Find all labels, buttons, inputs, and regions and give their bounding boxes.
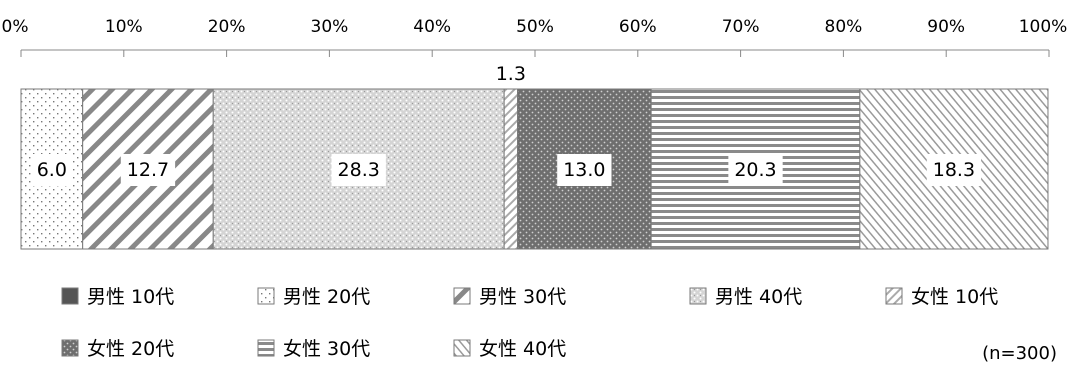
x-tick-label: 30% xyxy=(311,17,349,37)
sample-size-note: (n=300) xyxy=(982,343,1057,364)
x-tick-label: 10% xyxy=(105,17,143,37)
legend-label: 女性 30代 xyxy=(283,338,370,360)
legend-label: 男性 10代 xyxy=(87,286,174,308)
bar-segment-女性-10代 xyxy=(503,88,519,250)
x-tick-label: 70% xyxy=(722,17,760,37)
data-label-box xyxy=(728,154,783,186)
legend-item-女性-20代: 女性 20代 xyxy=(61,338,174,360)
legend-swatch xyxy=(689,287,707,305)
x-axis: 0% 10% 20% 30% 40% 50% 60% 70% 80% 90% 100% xyxy=(2,17,1068,57)
legend-swatch xyxy=(257,339,275,357)
x-tick-label: 100% xyxy=(1019,17,1068,37)
data-label-男性-20代: 6.0 xyxy=(37,159,67,181)
legend-item-男性-20代: 男性 20代 xyxy=(257,286,370,308)
data-label-女性-30代: 20.3 xyxy=(734,159,776,181)
legend-swatch xyxy=(885,287,903,305)
x-tick-label: 60% xyxy=(619,17,657,37)
legend-label: 女性 10代 xyxy=(911,286,998,308)
legend-label: 女性 20代 xyxy=(87,338,174,360)
data-label-box xyxy=(331,154,386,186)
legend-item-男性-10代: 男性 10代 xyxy=(61,286,174,308)
legend-swatch xyxy=(453,287,471,305)
legend-swatch xyxy=(61,287,79,305)
data-labels: 6.0 12.7 28.3 1.3 13.0 20.3 18.3 xyxy=(30,63,982,186)
legend-item-女性-40代: 女性 40代 xyxy=(453,338,566,360)
data-label-box xyxy=(30,154,73,186)
data-label-男性-30代: 12.7 xyxy=(127,159,169,181)
x-tick-label: 80% xyxy=(825,17,863,37)
legend-item-男性-40代: 男性 40代 xyxy=(689,286,802,308)
x-tick-label: 0% xyxy=(2,17,29,37)
data-label-男性-40代: 28.3 xyxy=(338,159,380,181)
bar-segment-男性-40代 xyxy=(212,88,505,250)
x-tick-label: 50% xyxy=(516,17,554,37)
data-label-女性-20代: 13.0 xyxy=(563,159,605,181)
legend-item-女性-30代: 女性 30代 xyxy=(257,338,370,360)
legend-label: 女性 40代 xyxy=(479,338,566,360)
data-label-box xyxy=(120,154,176,186)
legend-swatch xyxy=(61,339,79,357)
legend-swatch xyxy=(453,339,471,357)
legend-label: 男性 30代 xyxy=(479,286,566,308)
x-tick-label: 90% xyxy=(927,17,965,37)
data-label-女性-40代: 18.3 xyxy=(933,159,975,181)
data-label-box xyxy=(557,154,612,186)
legend-label: 男性 20代 xyxy=(283,286,370,308)
legend-item-男性-30代: 男性 30代 xyxy=(453,286,566,308)
x-tick-label: 40% xyxy=(413,17,451,37)
x-tick-label: 20% xyxy=(208,17,246,37)
data-label-box xyxy=(926,154,982,186)
legend-swatch xyxy=(257,287,275,305)
legend-label: 男性 40代 xyxy=(715,286,802,308)
legend-item-女性-10代: 女性 10代 xyxy=(885,286,998,308)
data-label-女性-10代: 1.3 xyxy=(496,63,526,85)
